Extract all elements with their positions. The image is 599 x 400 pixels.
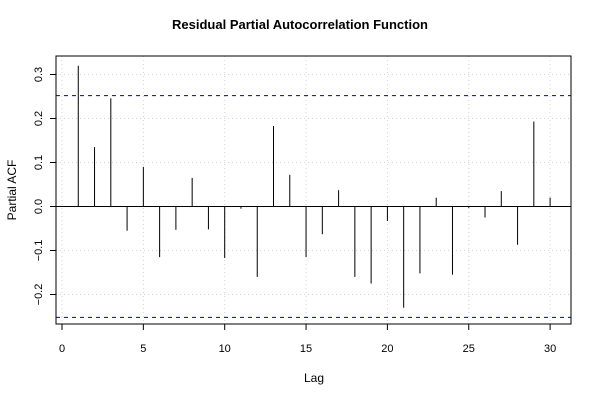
- x-tick-label: 10: [219, 343, 231, 355]
- x-tick-label: 0: [59, 343, 65, 355]
- chart-title: Residual Partial Autocorrelation Functio…: [172, 17, 428, 32]
- axes: 0 5 10 15 20 25 30 −0.2 −0.1 0.0 0.1 0.2 0.3: [33, 67, 556, 355]
- y-tick-label: 0.3: [33, 67, 45, 82]
- y-tick-label: 0.2: [33, 111, 45, 126]
- y-tick-label: 0.0: [33, 199, 45, 214]
- bar-layer: [56, 65, 571, 308]
- x-tick-label: 25: [463, 343, 475, 355]
- x-tick-label: 15: [300, 343, 312, 355]
- y-axis-label: Partial ACF: [5, 160, 19, 221]
- y-tick-label: −0.1: [33, 240, 45, 262]
- x-tick-label: 5: [140, 343, 146, 355]
- y-tick-label: −0.2: [33, 284, 45, 306]
- confidence-band: [56, 95, 571, 318]
- plot-frame: [55, 55, 572, 325]
- x-tick-label: 30: [544, 343, 556, 355]
- x-axis-label: Lag: [304, 371, 324, 385]
- grid-layer: [56, 56, 571, 324]
- x-tick-label: 20: [381, 343, 393, 355]
- y-tick-label: 0.1: [33, 155, 45, 170]
